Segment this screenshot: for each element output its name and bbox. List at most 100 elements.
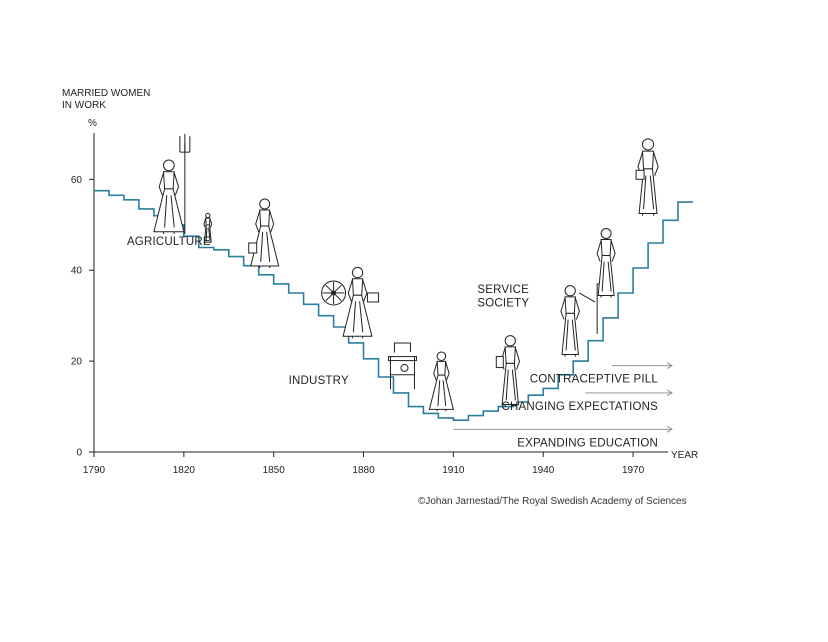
feet (564, 354, 576, 357)
arrow-head-icon (666, 425, 673, 433)
head (564, 285, 576, 297)
arrow-head-icon (666, 362, 673, 370)
torso (504, 346, 516, 364)
annotation-label: AGRICULTURE (127, 236, 211, 248)
credit-line: ©Johan Jarnestad/The Royal Swedish Acade… (418, 496, 687, 507)
feet (600, 295, 612, 298)
fold (511, 369, 516, 401)
bucket-icon (248, 242, 258, 254)
torso (205, 217, 211, 226)
professional-woman-figure (596, 228, 616, 298)
y-axis-title-line-2: IN WORK (62, 100, 106, 111)
office-woman-figure (495, 335, 521, 407)
head (163, 159, 175, 172)
y-axis-unit: % (88, 118, 97, 129)
x-tick-label: 1940 (532, 465, 555, 476)
milkmaid-figure (248, 198, 280, 268)
arms (560, 297, 580, 320)
x-tick-label: 1910 (442, 465, 465, 476)
fold (170, 195, 175, 228)
fold (442, 380, 447, 407)
y-tick-label: 40 (71, 266, 83, 277)
head (259, 198, 271, 210)
fold (607, 261, 612, 292)
wheel-spoke (325, 284, 334, 294)
feet (504, 404, 516, 407)
annotation-label: SERVICE (477, 284, 529, 296)
dress (597, 255, 615, 296)
fold (565, 319, 569, 351)
head (436, 351, 447, 362)
folder-icon (635, 169, 645, 180)
arrow-head-icon (666, 389, 673, 397)
factor-arrow-label: EXPANDING EDUCATION (517, 437, 658, 449)
arms (203, 218, 213, 228)
feet (205, 242, 211, 243)
torso (600, 239, 612, 256)
torso (641, 150, 655, 170)
dress (428, 374, 455, 410)
pointer-icon (578, 292, 596, 303)
fold (352, 301, 356, 333)
x-tick-label: 1970 (622, 465, 645, 476)
annotations-group: AGRICULTURE INDUSTRY SERVICE SOCIETY CONTRAC… (127, 236, 673, 449)
series-group (94, 189, 693, 421)
wheel-spoke (325, 292, 334, 302)
folder-icon (495, 356, 504, 369)
torso (436, 360, 447, 376)
fold (208, 227, 211, 241)
wheel-spoke (333, 292, 342, 302)
torso (162, 171, 175, 190)
fold (571, 319, 576, 351)
machine-arm (393, 342, 411, 353)
annotation-label: SOCIETY (477, 298, 529, 310)
arms (158, 172, 180, 196)
x-axis-title: YEAR (671, 450, 698, 461)
dress (561, 312, 579, 355)
x-tick-label: 1880 (352, 465, 375, 476)
x-tick-label: 1820 (173, 465, 196, 476)
fold (260, 231, 264, 262)
figures-group (153, 133, 659, 412)
pitchfork-tines (179, 133, 191, 153)
teacher-figure (560, 283, 602, 357)
dress (501, 362, 520, 405)
arms (347, 279, 368, 302)
dress (153, 188, 185, 233)
head (205, 212, 211, 219)
table-legs (389, 356, 415, 390)
factor-arrow-label: CHANGING EXPECTATIONS (502, 401, 659, 413)
sewing-machine-icon (387, 342, 417, 390)
feet (163, 231, 175, 234)
arms (255, 210, 275, 233)
feet (259, 266, 271, 268)
fold (601, 261, 605, 292)
x-tick-label: 1850 (263, 465, 286, 476)
feet (642, 213, 655, 216)
axis-labels: MARRIED WOMEN IN WORK % YEAR ©Johan Jarn… (62, 88, 698, 507)
annotation-label: INDUSTRY (289, 375, 349, 387)
fold (164, 195, 168, 228)
spinning-wheel-icon (321, 280, 347, 306)
arms (433, 362, 450, 381)
feet (436, 409, 447, 412)
torso (259, 209, 271, 227)
farmer-with-pitchfork-figure (153, 133, 191, 234)
y-tick-label: 20 (71, 357, 83, 368)
fold (359, 301, 364, 333)
x-tick-label: 1790 (83, 465, 106, 476)
head (504, 335, 516, 347)
factory-worker-figure (428, 351, 455, 412)
y-tick-label: 60 (71, 175, 83, 186)
factor-arrow-label: CONTRACEPTIVE PILL (530, 374, 659, 386)
head (351, 266, 364, 279)
head (600, 228, 612, 239)
series-line (94, 189, 693, 421)
paper-icon (367, 292, 380, 303)
y-tick-label: 0 (76, 448, 82, 459)
torso (351, 278, 364, 296)
treadle-wheel (400, 363, 409, 372)
feet (351, 336, 364, 339)
spinner-woman-figure (342, 266, 380, 339)
